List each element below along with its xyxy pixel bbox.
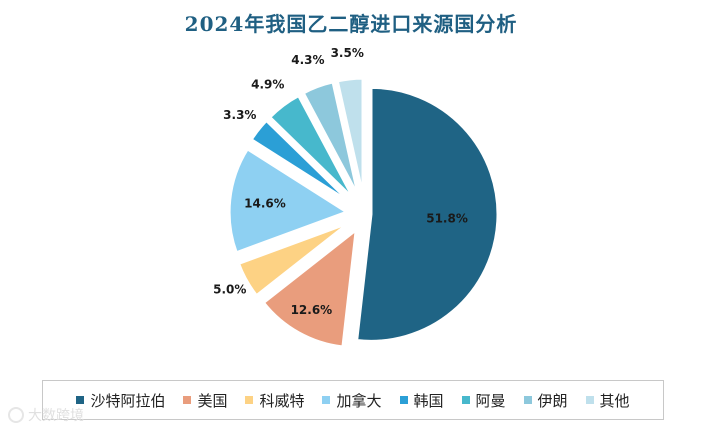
watermark-text: 大数跨境	[28, 408, 84, 424]
legend-label: 美国	[197, 391, 228, 410]
pie-slice-8	[335, 76, 365, 197]
legend-label: 阿曼	[475, 391, 506, 410]
legend-label: 科威特	[259, 391, 305, 410]
pie-slice-2	[261, 226, 359, 349]
legend-swatch	[461, 396, 470, 404]
legend-swatch	[183, 396, 192, 404]
legend-swatch	[76, 396, 85, 404]
legend-item: 科威特	[245, 390, 304, 411]
pie-chart: 51.8% 12.6% 5.0% 14.6% 3.3% 4.9% 4.3% 3.5%	[213, 46, 500, 349]
legend-swatch	[523, 396, 532, 404]
data-label-7: 4.3%	[291, 53, 324, 67]
data-label-8: 3.5%	[331, 46, 364, 60]
data-label-4: 14.6%	[244, 196, 286, 210]
legend-item: 沙特阿拉伯	[76, 390, 165, 411]
pie-slice-3	[236, 221, 351, 298]
legend-item: 其他	[585, 390, 630, 411]
legend-item: 阿曼	[461, 390, 506, 411]
pie-slice-7	[301, 80, 361, 198]
data-label-6: 4.9%	[251, 77, 284, 91]
chart-legend: 沙特阿拉伯 美国 科威特 加拿大 韩国 阿曼 伊朗 其他	[42, 380, 664, 420]
data-label-1: 51.8%	[426, 212, 468, 226]
legend-swatch	[585, 396, 594, 404]
legend-item: 韩国	[399, 390, 444, 411]
data-label-2: 12.6%	[291, 303, 333, 317]
pie-slice-4	[227, 146, 351, 255]
legend-label: 其他	[599, 391, 630, 410]
pie-slice-1	[354, 85, 500, 343]
watermark-logo-icon	[8, 407, 24, 423]
legend-item: 美国	[183, 390, 227, 411]
watermark: 大数跨境	[8, 405, 84, 425]
legend-item: 加拿大	[322, 390, 382, 411]
data-label-5: 3.3%	[223, 108, 256, 122]
legend-swatch	[399, 396, 408, 404]
legend-label: 沙特阿拉伯	[90, 391, 166, 410]
legend-item: 伊朗	[523, 390, 568, 411]
legend-label: 韩国	[413, 391, 444, 410]
data-label-3: 5.0%	[213, 282, 246, 296]
legend-label: 加拿大	[336, 391, 382, 410]
pie-slice-6	[267, 93, 356, 201]
chart-title: 2024年我国乙二醇进口来源国分析	[184, 12, 518, 36]
pie-slice-5	[249, 118, 352, 205]
legend-swatch	[322, 396, 331, 404]
legend-label: 伊朗	[537, 391, 568, 410]
legend-swatch	[245, 396, 254, 404]
